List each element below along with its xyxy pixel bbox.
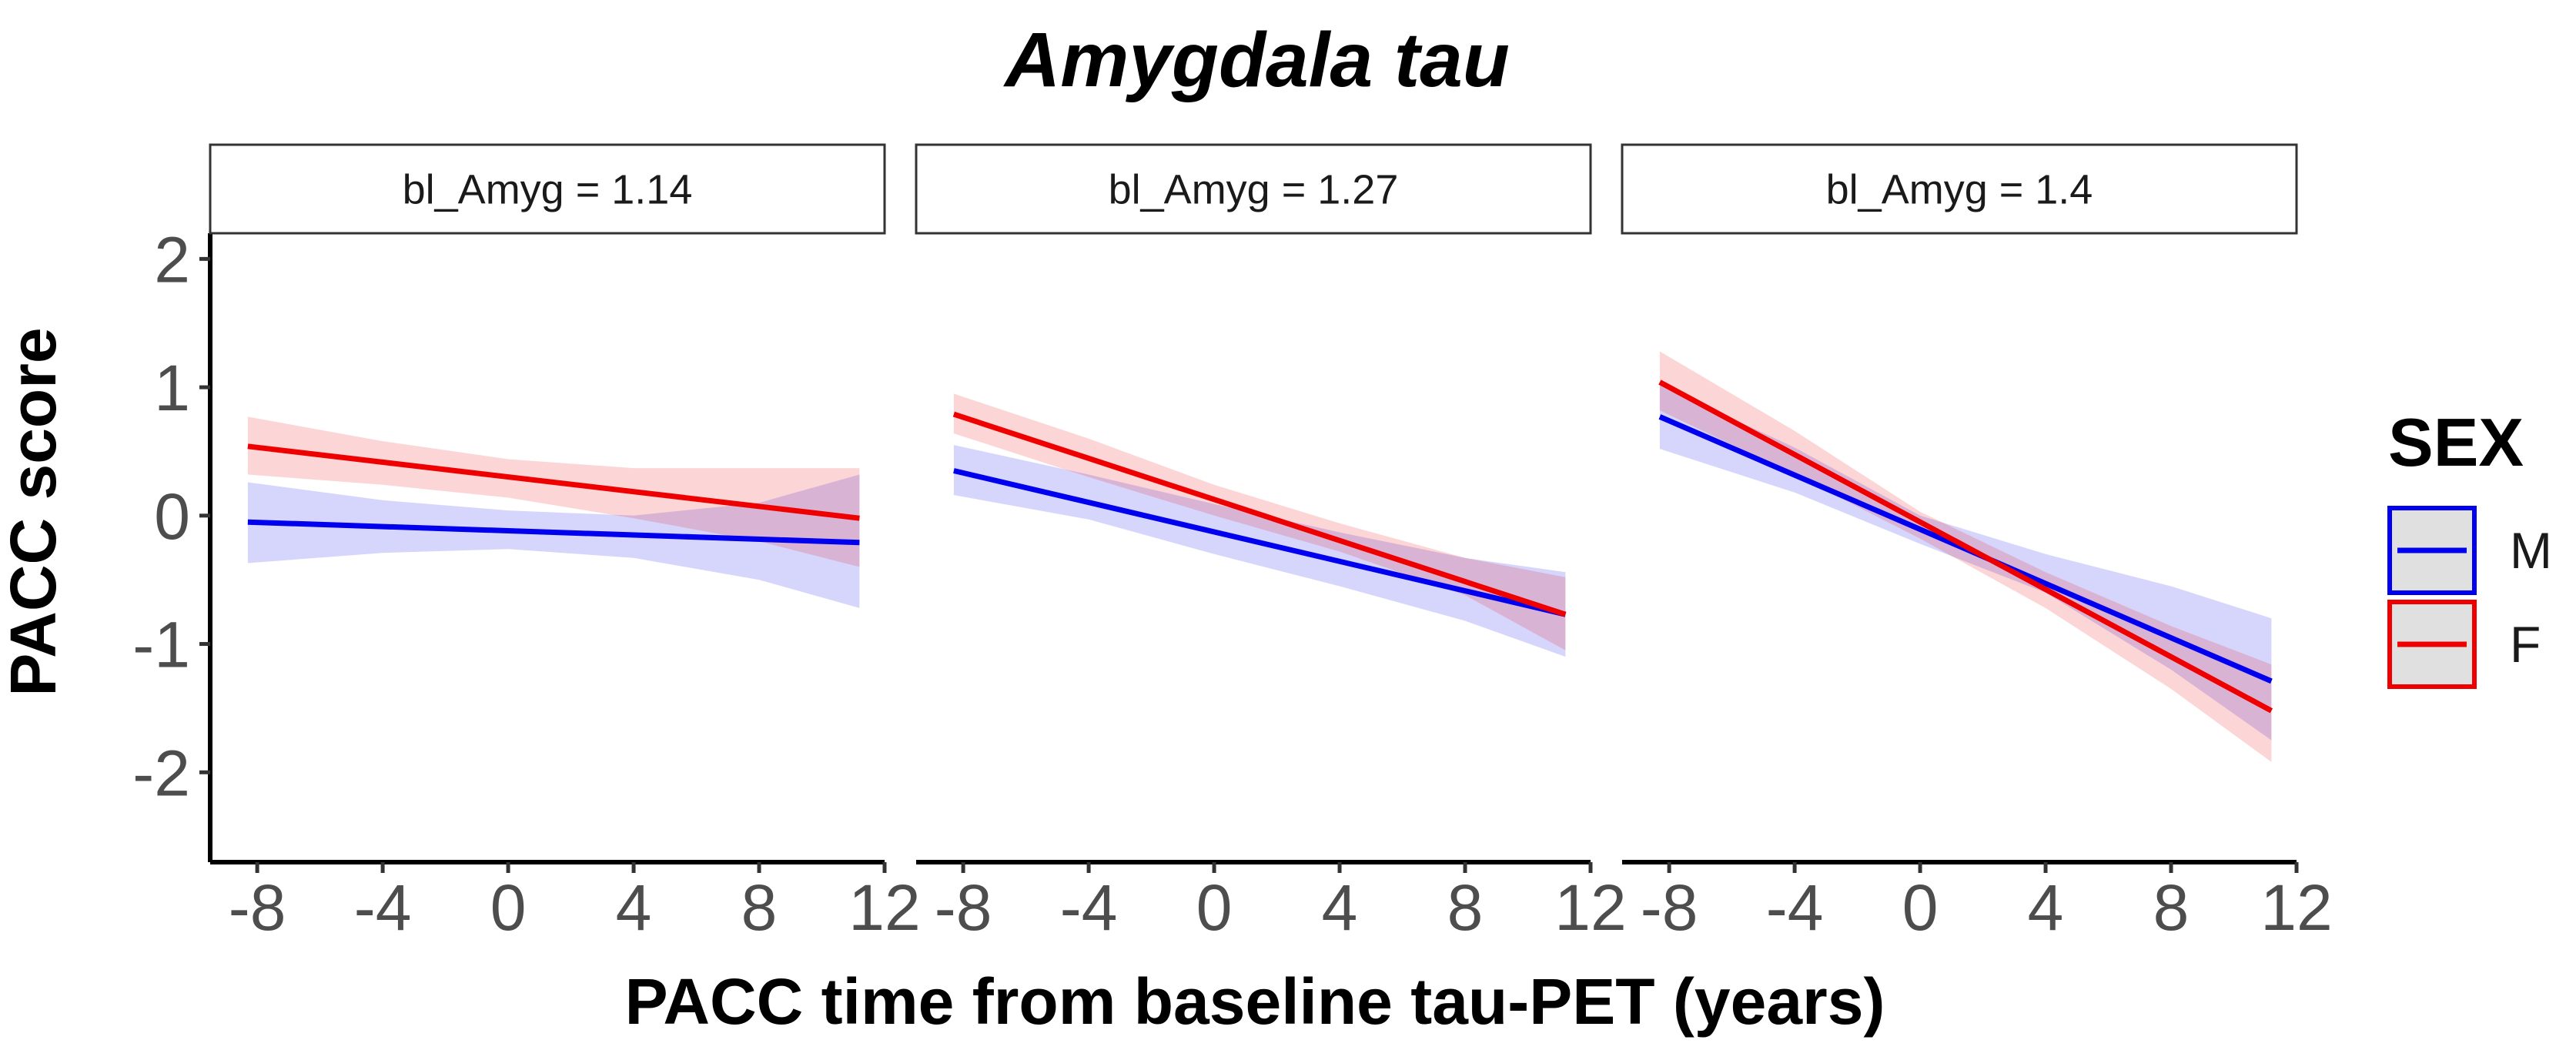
legend-item-m: M (2387, 506, 2552, 595)
legend-label: M (2510, 522, 2552, 579)
x-axis-title: PACC time from baseline tau-PET (years) (625, 965, 1885, 1038)
legend-label: F (2510, 616, 2541, 673)
y-tick-label: -1 (132, 609, 190, 681)
legend-item-f: F (2387, 600, 2541, 689)
series-line-f (1658, 380, 2273, 714)
x-axis: -8 -4 0 4 8 12 (916, 860, 1627, 944)
facet-strip-label: bl_Amyg = 1.27 (1109, 167, 1399, 213)
x-tick-label: -8 (935, 871, 992, 944)
x-tick-label: -4 (354, 871, 412, 944)
confidence-band-f (953, 393, 1566, 650)
series-line-f (952, 411, 1567, 617)
confidence-band-f (1659, 351, 2272, 762)
x-tick-label: 12 (1554, 871, 1626, 944)
x-tick-label: 8 (2153, 871, 2190, 944)
chart-title: Amygdala tau (1002, 17, 1510, 103)
facet-panel: bl_Amyg = 1.14 -8 -4 0 4 8 12 (209, 143, 921, 944)
x-tick-label: 0 (1196, 871, 1233, 944)
x-tick-label: 0 (490, 871, 527, 944)
x-tick-label: 4 (616, 871, 652, 944)
y-tick-label: -2 (132, 737, 190, 809)
x-tick-label: -8 (229, 871, 286, 944)
y-axis-title: PACC score (0, 327, 69, 696)
x-tick-label: 8 (741, 871, 778, 944)
facet-strip-label: bl_Amyg = 1.14 (403, 167, 693, 213)
series-line-m (247, 519, 860, 546)
x-axis: -8 -4 0 4 8 12 (1622, 860, 2333, 944)
x-tick-label: 8 (1447, 871, 1484, 944)
y-tick-label: 2 (154, 223, 190, 296)
legend-title: SEX (2388, 404, 2524, 480)
facet-panel: bl_Amyg = 1.4 -8 -4 0 4 8 12 (1621, 143, 2333, 944)
x-axis: -8 -4 0 4 8 12 (210, 860, 921, 944)
confidence-band-m (247, 474, 860, 608)
y-axis: 2 1 0 -1 -2 (132, 223, 212, 862)
facet-strip (209, 143, 886, 235)
series-line-f (247, 443, 860, 521)
series-line-m (953, 468, 1567, 617)
x-tick-label: 4 (1322, 871, 1358, 944)
x-tick-label: 12 (848, 871, 920, 944)
confidence-band-m (953, 445, 1566, 657)
y-tick-label: 0 (154, 480, 190, 553)
x-tick-label: 12 (2260, 871, 2332, 944)
facet-strip (1621, 143, 2298, 235)
confidence-band-m (1659, 384, 2272, 741)
x-tick-label: -4 (1766, 871, 1824, 944)
y-tick-label: 1 (154, 352, 190, 424)
legend: SEX MF (2387, 404, 2552, 689)
x-tick-label: -8 (1641, 871, 1698, 944)
facet-strip (915, 143, 1592, 235)
x-tick-label: 4 (2028, 871, 2064, 944)
x-tick-label: -4 (1060, 871, 1118, 944)
facet-panel: bl_Amyg = 1.27 -8 -4 0 4 8 12 (915, 143, 1627, 944)
confidence-band-f (247, 416, 860, 567)
x-tick-label: 0 (1902, 871, 1939, 944)
facet-strip-label: bl_Amyg = 1.4 (1826, 167, 2093, 213)
